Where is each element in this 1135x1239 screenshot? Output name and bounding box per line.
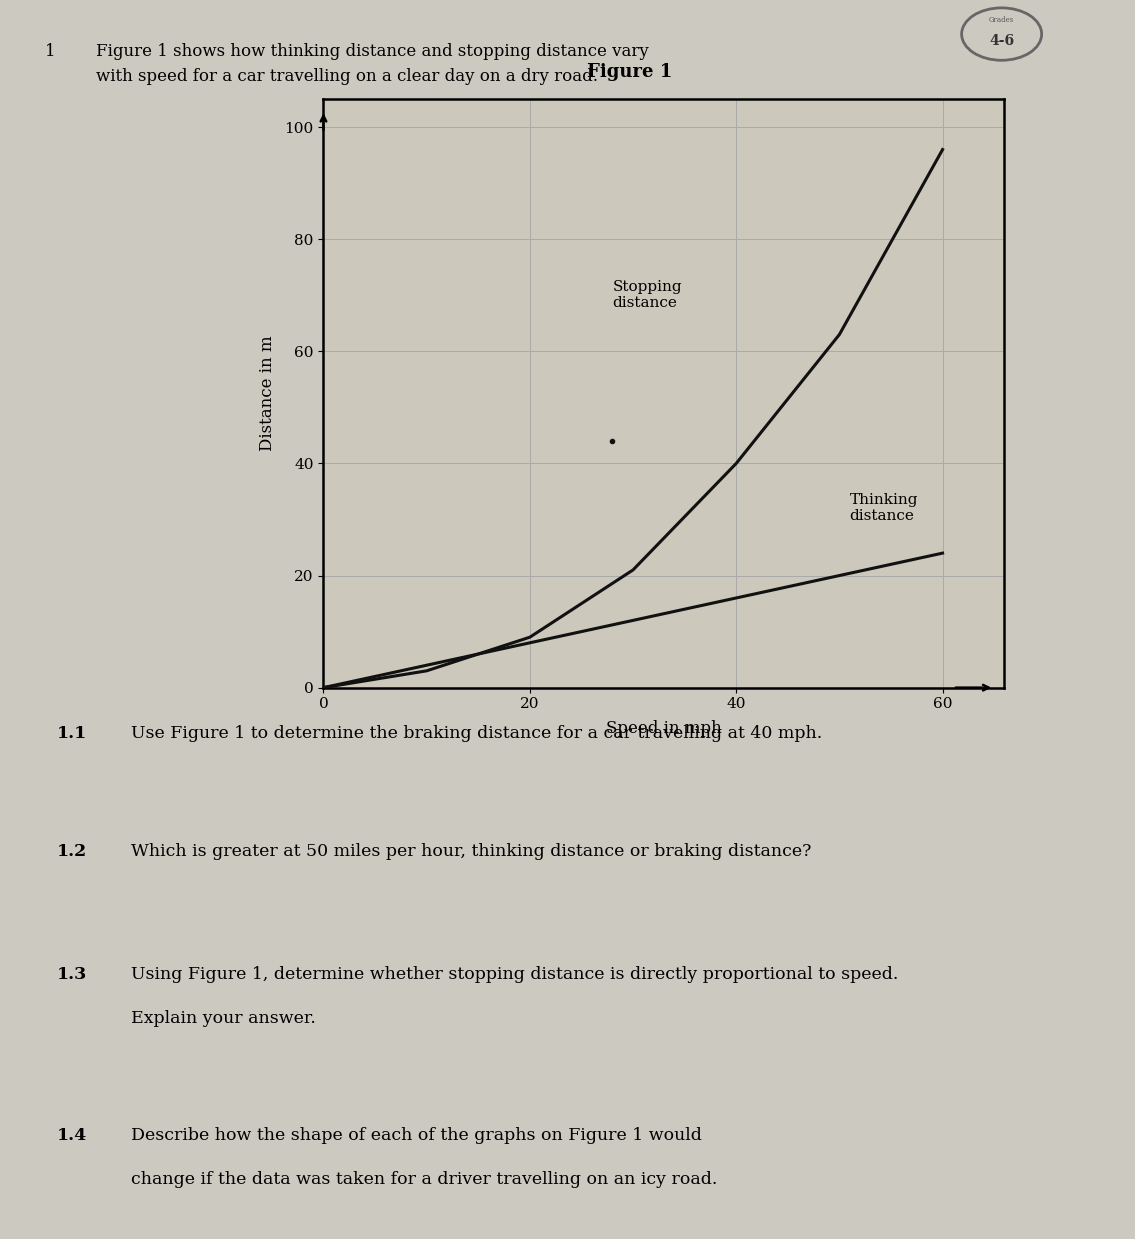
Text: change if the data was taken for a driver travelling on an icy road.: change if the data was taken for a drive… [131,1171,717,1188]
Text: Figure 1: Figure 1 [587,62,673,81]
Text: Describe how the shape of each of the graphs on Figure 1 would: Describe how the shape of each of the gr… [131,1127,701,1145]
Text: Use Figure 1 to determine the braking distance for a car travelling at 40 mph.: Use Figure 1 to determine the braking di… [131,725,822,742]
Text: 1.3: 1.3 [57,966,87,984]
Text: Grades: Grades [989,16,1015,24]
Text: 4-6: 4-6 [989,33,1015,48]
Y-axis label: Distance in m: Distance in m [259,336,276,451]
Text: 1.4: 1.4 [57,1127,87,1145]
Text: Figure 1 shows how thinking distance and stopping distance vary: Figure 1 shows how thinking distance and… [96,43,649,61]
X-axis label: Speed in mph: Speed in mph [606,720,722,737]
Text: Which is greater at 50 miles per hour, thinking distance or braking distance?: Which is greater at 50 miles per hour, t… [131,843,810,860]
Text: with speed for a car travelling on a clear day on a dry road.: with speed for a car travelling on a cle… [96,68,598,85]
Text: 1.1: 1.1 [57,725,87,742]
Text: 1: 1 [45,43,56,61]
Text: Stopping
distance: Stopping distance [613,280,682,311]
Text: Thinking
distance: Thinking distance [850,493,918,523]
Text: Using Figure 1, determine whether stopping distance is directly proportional to : Using Figure 1, determine whether stoppi… [131,966,898,984]
Text: 1.2: 1.2 [57,843,87,860]
Text: Explain your answer.: Explain your answer. [131,1010,316,1027]
